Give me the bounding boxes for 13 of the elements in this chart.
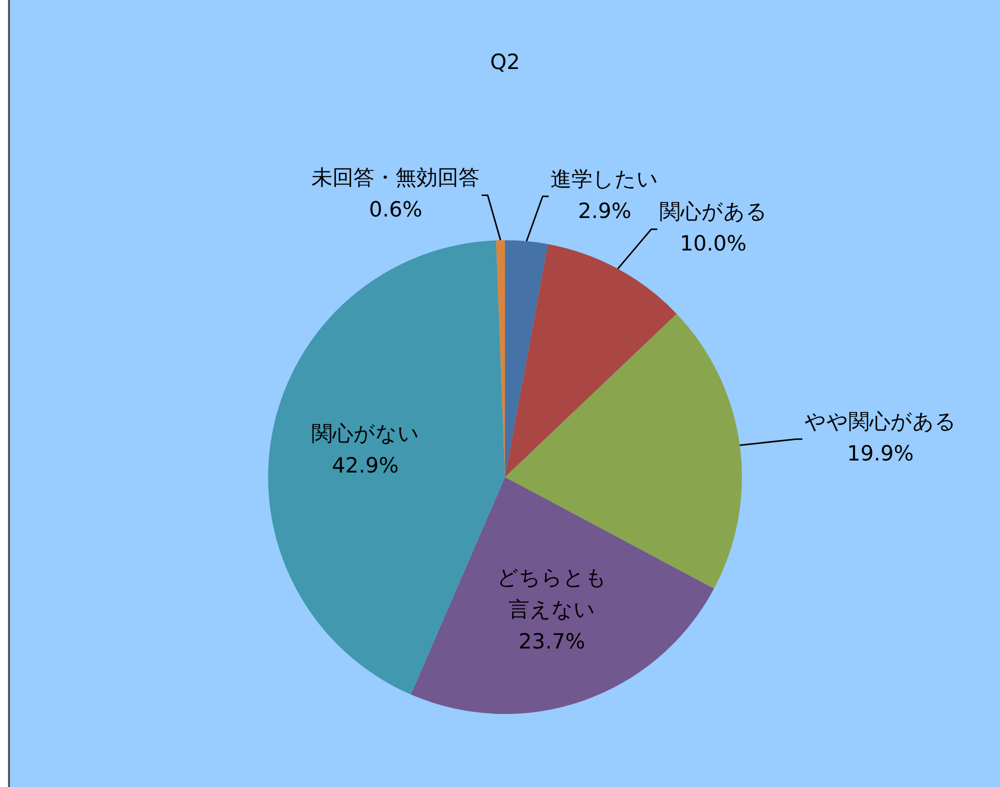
slice-label: 未回答・無効回答	[312, 166, 480, 190]
slice-label: どちらとも言えない	[496, 566, 607, 622]
data-label: 0.6%	[369, 198, 422, 222]
data-label: 19.9%	[846, 442, 914, 466]
chart-title: Q2	[490, 50, 520, 74]
data-label: 42.9%	[332, 453, 399, 478]
data-label: 10.0%	[680, 232, 747, 256]
data-label: 2.9%	[578, 198, 632, 223]
data-label: 23.7%	[518, 630, 586, 654]
slice-label: 進学したい	[550, 166, 659, 191]
slice-label: 関心がある	[659, 200, 768, 224]
slice-label: やや関心がある	[804, 410, 956, 434]
slice-label: 関心がない	[311, 421, 420, 446]
